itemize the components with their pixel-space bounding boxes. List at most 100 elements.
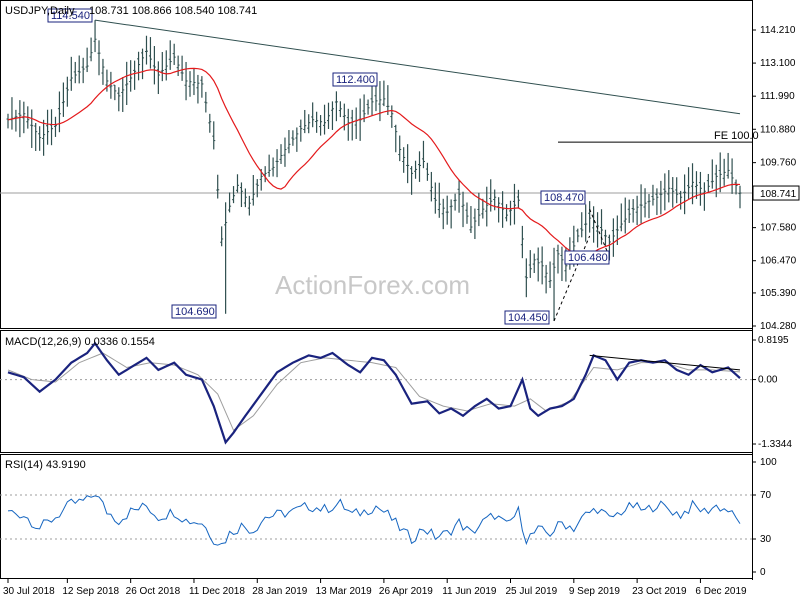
annotation-box (504, 310, 550, 325)
price-bar (603, 229, 607, 247)
price-bar (671, 177, 675, 208)
macd-trendline (589, 354, 741, 371)
price-bar (627, 199, 631, 223)
x-axis-label: 26 Oct 2018 (126, 586, 181, 597)
price-bar (18, 100, 22, 138)
price-bar (192, 68, 196, 96)
price-bar (22, 101, 26, 134)
price-bar (168, 40, 172, 70)
price-bar (287, 130, 291, 154)
price-bar (663, 173, 667, 211)
price-bars (6, 20, 742, 321)
annotation-label: 106.480 (568, 252, 608, 264)
price-bar (592, 206, 596, 243)
price-bar (34, 122, 38, 151)
price-bar (588, 201, 592, 233)
price-bar (425, 162, 429, 181)
price-bar (710, 159, 714, 189)
moving-average-line (7, 67, 741, 258)
price-bar (730, 158, 734, 194)
x-axis-label: 25 Jul 2019 (506, 586, 558, 597)
price-bar (505, 204, 509, 222)
price-bar (53, 116, 57, 137)
macd-axis-label: -1.3344 (758, 439, 792, 450)
price-bar (469, 206, 473, 234)
annotation-label: 108.470 (544, 192, 584, 204)
price-bar (129, 60, 133, 92)
price-bar (698, 171, 702, 206)
price-bar (552, 247, 556, 321)
x-axis-label: 12 Sep 2018 (62, 586, 119, 597)
rsi-axis-label: 100 (760, 457, 777, 468)
price-bar (89, 37, 93, 62)
long-term-trendline (94, 19, 741, 115)
annotation-box (171, 304, 217, 319)
price-bar (694, 171, 698, 199)
price-bar (734, 179, 738, 195)
price-bar (643, 188, 647, 218)
price-bar (315, 111, 319, 133)
annotation-label: 112.400 (336, 74, 375, 86)
price-bar (619, 203, 623, 232)
price-bar (251, 174, 255, 206)
rsi-axis-label: 30 (760, 534, 772, 545)
price-bar (722, 158, 726, 186)
price-bar (465, 202, 469, 224)
price-bar (560, 246, 564, 282)
price-axis-label: 109.760 (760, 158, 797, 169)
price-bar (267, 154, 271, 177)
price-bar (481, 198, 485, 219)
price-bar (291, 130, 295, 146)
price-bar (390, 105, 394, 128)
ohlc-header: 108.731 108.866 108.540 108.741 (89, 5, 257, 17)
price-bar (414, 160, 418, 179)
price-axis-label: 107.580 (760, 223, 797, 234)
price-bar (220, 226, 224, 247)
price-bar (556, 244, 560, 274)
x-axis-label: 23 Oct 2019 (632, 586, 687, 597)
price-bar (85, 47, 89, 73)
price-annotation: 114.540 (47, 8, 93, 23)
price-bar (77, 55, 81, 84)
price-bar (247, 195, 251, 216)
annotation-label: 104.450 (508, 312, 548, 324)
price-bar (370, 83, 374, 116)
price-bar (93, 20, 97, 53)
support-dash-line (553, 235, 591, 322)
price-bar (144, 35, 148, 65)
price-bar (307, 114, 311, 134)
price-bar (243, 188, 247, 208)
price-bar (319, 115, 323, 136)
annotation-label: 114.540 (51, 10, 90, 22)
price-bar (105, 69, 109, 92)
price-bar (180, 55, 184, 81)
x-axis-label: 13 Mar 2019 (316, 586, 373, 597)
price-bar (516, 189, 520, 209)
price-bar (362, 94, 366, 123)
rsi-layer (0, 494, 752, 546)
axis-layer: 114.210113.100111.990110.880109.760108.6… (3, 25, 800, 597)
price-bar (410, 166, 414, 195)
rsi-panel-frame (0, 454, 753, 579)
rsi-line (7, 495, 741, 546)
annotation-label: 104.690 (175, 306, 215, 318)
price-bar (61, 82, 65, 117)
price-bar (113, 84, 117, 101)
price-bar (580, 212, 584, 238)
macd-panel-frame (0, 330, 753, 453)
price-bar (402, 147, 406, 173)
price-bar (212, 121, 216, 150)
price-bar (299, 119, 303, 142)
price-bar (204, 91, 208, 113)
x-axis-label: 30 Jul 2018 (3, 586, 55, 597)
price-bar (726, 152, 730, 179)
price-bar (473, 208, 477, 240)
price-bar (354, 107, 358, 139)
price-bar (279, 144, 283, 164)
price-bar (275, 149, 279, 178)
price-bar (433, 182, 437, 214)
price-bar (152, 46, 156, 85)
price-bar (326, 102, 330, 129)
price-bar (714, 164, 718, 198)
